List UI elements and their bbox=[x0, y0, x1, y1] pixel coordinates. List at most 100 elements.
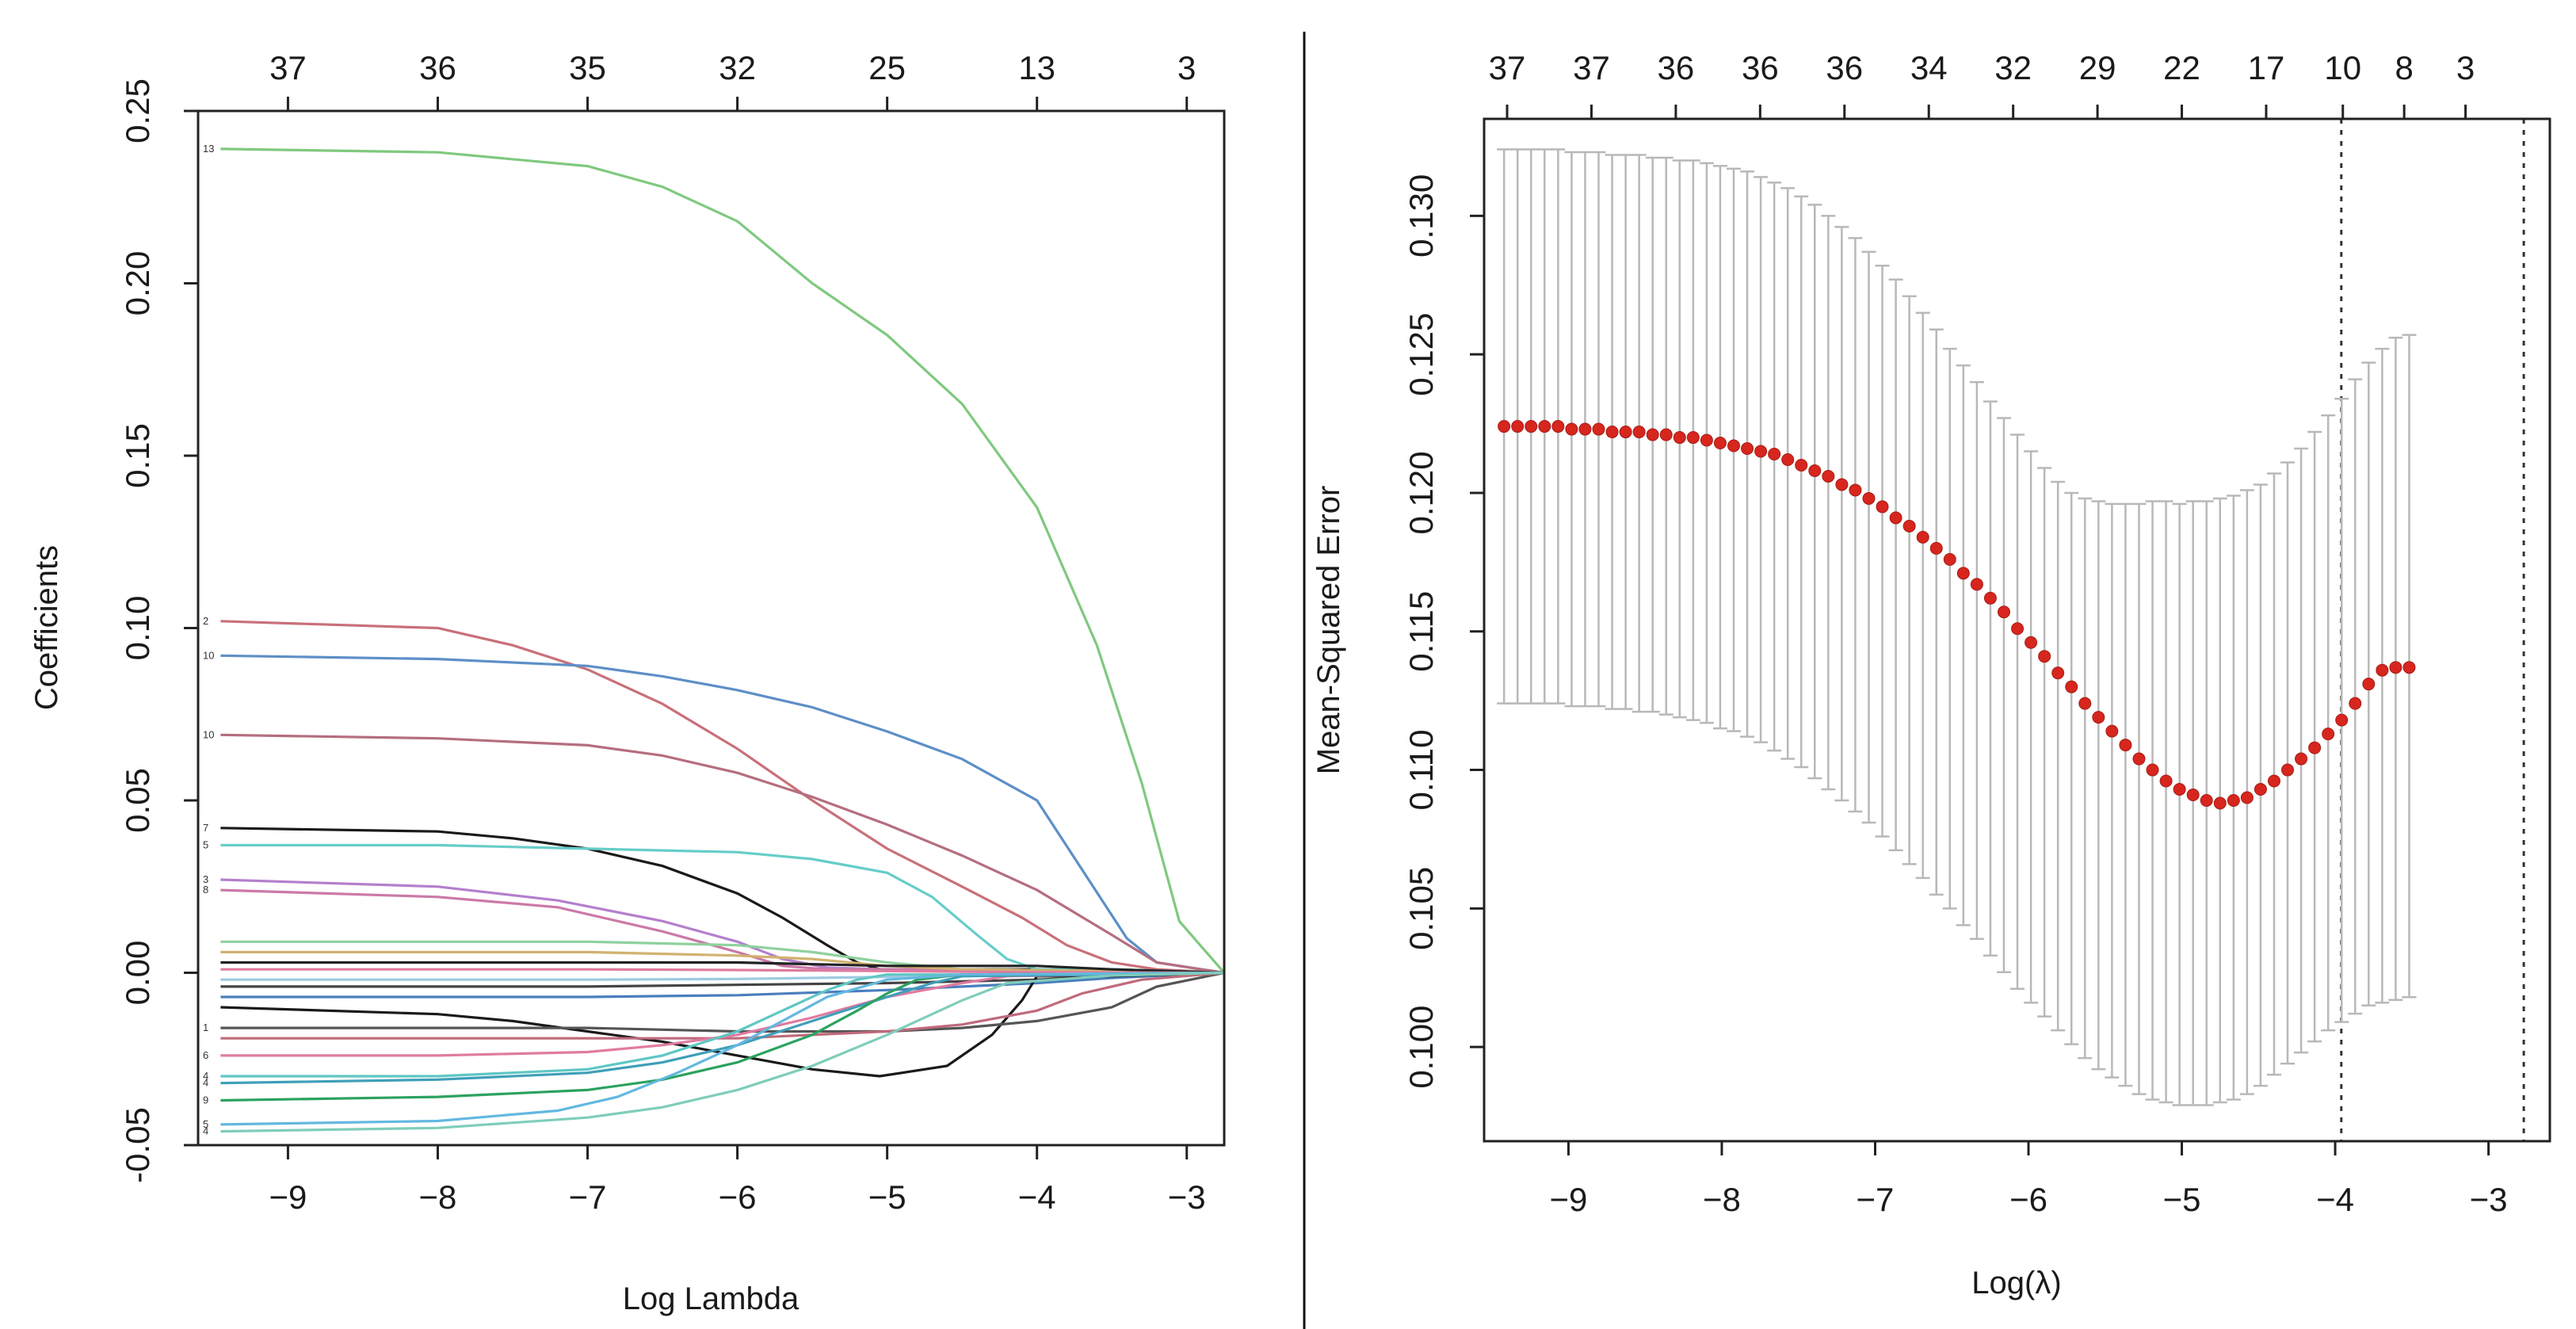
left-y-axis: -0.05 0.00 0.05 0.10 0.15 0.20 0.25 bbox=[119, 78, 198, 1183]
mse-point bbox=[2011, 622, 2025, 636]
top-tick-label: 13 bbox=[1018, 49, 1055, 86]
mse-point bbox=[1970, 578, 1983, 591]
mse-point bbox=[1862, 491, 1876, 505]
coefficient-path-label: 1 bbox=[203, 1022, 208, 1033]
mse-point bbox=[1983, 591, 1997, 605]
top-tick-label: 17 bbox=[2248, 49, 2285, 86]
x-tick-label: −7 bbox=[1857, 1181, 1895, 1218]
x-tick-label: −5 bbox=[2163, 1181, 2201, 1218]
coefficient-path-label: 9 bbox=[203, 1094, 208, 1106]
mse-point bbox=[1781, 453, 1795, 466]
coefficient-path-label: 13 bbox=[203, 143, 214, 155]
top-tick-label: 37 bbox=[1489, 49, 1526, 86]
coefficient-path-label: 2 bbox=[203, 615, 208, 627]
y-tick-label: 0.00 bbox=[119, 941, 156, 1006]
mse-point bbox=[2213, 796, 2227, 810]
coefficient-path-label: 7 bbox=[203, 822, 208, 834]
mse-point bbox=[1754, 445, 1768, 458]
mse-point bbox=[2362, 678, 2376, 691]
mse-point bbox=[2227, 794, 2240, 807]
mse-point bbox=[1916, 530, 1929, 544]
y-tick-label: 0.20 bbox=[119, 251, 156, 316]
right-y-axis-title: Mean-Squared Error bbox=[1311, 486, 1346, 775]
mse-point bbox=[1592, 422, 1605, 436]
mse-point bbox=[1525, 420, 1538, 433]
x-tick-label: −9 bbox=[269, 1178, 307, 1216]
mse-point bbox=[2173, 783, 2186, 796]
mse-point bbox=[1511, 420, 1525, 433]
x-tick-label: −4 bbox=[2316, 1181, 2354, 1218]
mse-point bbox=[2240, 791, 2254, 804]
mse-point bbox=[2349, 697, 2362, 710]
x-tick-label: −3 bbox=[2470, 1181, 2508, 1218]
coefficient-path bbox=[220, 971, 1225, 1085]
top-tick-label: 32 bbox=[1994, 49, 2032, 86]
coefficient-path-label: 4 bbox=[203, 1125, 208, 1137]
mse-point bbox=[2159, 774, 2173, 788]
y-tick-label: 0.15 bbox=[119, 423, 156, 488]
mse-point bbox=[2065, 680, 2078, 693]
coefficient-path-label: 4 bbox=[203, 1077, 208, 1089]
coefficient-path-label: 4 bbox=[203, 1070, 208, 1082]
mse-point bbox=[2389, 661, 2402, 674]
y-tick-label: 0.100 bbox=[1402, 1006, 1440, 1089]
mse-point bbox=[1808, 464, 1822, 477]
coefficient-lines bbox=[220, 147, 1226, 1133]
top-tick-label: 36 bbox=[1658, 49, 1695, 86]
coefficient-path-label: 5 bbox=[203, 1118, 208, 1130]
mse-point bbox=[1578, 422, 1592, 436]
mse-point bbox=[1498, 420, 1511, 433]
mse-point bbox=[1822, 469, 1835, 483]
mse-point bbox=[1713, 437, 1727, 450]
top-tick-label: 35 bbox=[569, 49, 606, 86]
y-tick-label: 0.125 bbox=[1402, 313, 1440, 396]
mse-point bbox=[1835, 478, 1849, 491]
mse-point bbox=[2200, 794, 2213, 807]
y-tick-label: 0.110 bbox=[1402, 730, 1440, 811]
coefficient-path-label: 10 bbox=[203, 649, 214, 661]
x-tick-label: −3 bbox=[1168, 1178, 1206, 1216]
top-tick-label: 36 bbox=[1742, 49, 1779, 86]
coefficient-path-label: 10 bbox=[203, 728, 214, 740]
top-tick-label: 8 bbox=[2395, 49, 2413, 86]
x-tick-label: −5 bbox=[868, 1178, 906, 1216]
mse-point bbox=[1943, 552, 1956, 566]
mse-point bbox=[1700, 433, 1713, 447]
y-tick-label: 0.05 bbox=[119, 768, 156, 833]
top-tick-label: 37 bbox=[1573, 49, 1610, 86]
mse-point bbox=[2119, 739, 2132, 752]
top-tick-label: 36 bbox=[419, 49, 456, 86]
mse-point bbox=[2146, 763, 2159, 777]
mse-point bbox=[1929, 541, 1943, 555]
x-tick-label: −4 bbox=[1018, 1178, 1056, 1216]
top-tick-label: 3 bbox=[2456, 49, 2475, 86]
mse-point bbox=[2254, 783, 2267, 796]
mse-point bbox=[1727, 439, 1741, 453]
coefficient-path bbox=[220, 971, 1225, 1126]
top-tick-label: 3 bbox=[1177, 49, 1196, 86]
mse-point bbox=[2267, 774, 2280, 788]
top-tick-label: 34 bbox=[1910, 49, 1948, 86]
mse-point bbox=[1538, 420, 1551, 433]
mse-point bbox=[2186, 789, 2200, 802]
mse-point bbox=[1768, 448, 1781, 461]
mse-point bbox=[2105, 724, 2119, 738]
mse-point bbox=[2051, 666, 2065, 680]
top-tick-label: 22 bbox=[2163, 49, 2200, 86]
right-x-axis-title: Log(λ) bbox=[1971, 1266, 2061, 1300]
coefficient-path-label: 3 bbox=[203, 873, 208, 885]
mse-point bbox=[2038, 650, 2051, 663]
left-x-axis-title: Log Lambda bbox=[623, 1281, 800, 1316]
left-top-axis: 37 36 35 32 25 13 3 bbox=[269, 49, 1196, 111]
mse-point bbox=[1876, 500, 1889, 514]
x-tick-label: −6 bbox=[719, 1178, 757, 1216]
top-tick-label: 32 bbox=[719, 49, 756, 86]
top-tick-label: 29 bbox=[2079, 49, 2116, 86]
mse-point bbox=[1659, 428, 1673, 441]
coefficient-path bbox=[220, 620, 1225, 975]
cv-mse-chart: −9 −8 −7 −6 −5 −4 −3 0.100 0.105 0.110 0.115 0.120… bbox=[1311, 49, 2551, 1300]
left-y-axis-title: Coefficients bbox=[29, 545, 64, 710]
